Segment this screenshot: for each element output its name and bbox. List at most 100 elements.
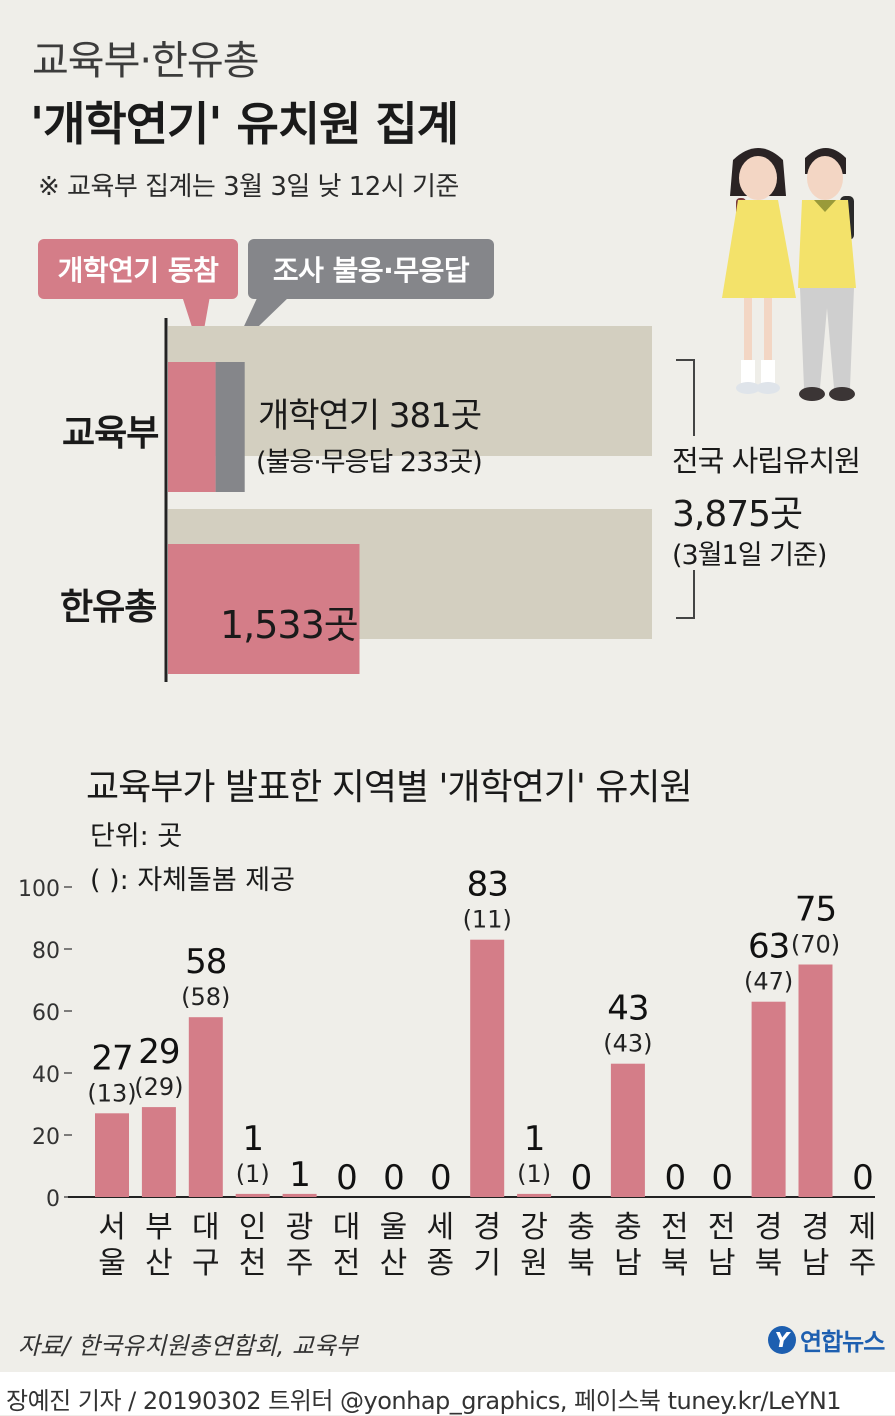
category-label-5: 대 [333, 1210, 361, 1245]
category-label-3: 인 [239, 1210, 267, 1245]
category-label-7: 종 [426, 1246, 454, 1281]
category-label-15: 경 [802, 1210, 830, 1245]
value-label-4: 1 [289, 1155, 310, 1195]
title-line1: 교육부·한유총 [32, 38, 260, 84]
category-label-5: 전 [333, 1246, 361, 1281]
total-bracket-bottom [676, 570, 695, 619]
bar-2 [188, 1017, 223, 1197]
category-label-4: 광 [286, 1210, 314, 1245]
paren-note: ( ): 자체돌봄 제공 [90, 865, 295, 896]
paren-label-0: (13) [87, 1079, 136, 1107]
paren-label-1: (29) [134, 1073, 183, 1101]
category-label-6: 울 [380, 1210, 408, 1245]
y-tick-label: 60 [32, 1001, 60, 1026]
category-label-7: 세 [426, 1210, 454, 1245]
category-label-1: 부 [145, 1210, 173, 1245]
yonhap-logo-text: 연합뉴스 [800, 1328, 885, 1356]
yonhap-logo-icon: Y [768, 1325, 796, 1354]
legend-delay-tag: 개학연기 동참 [38, 239, 238, 299]
paren-label-14: (47) [744, 968, 793, 996]
value-label-16: 0 [852, 1158, 873, 1198]
category-label-16: 주 [849, 1246, 877, 1281]
moe-delay-text: 개학연기 381곳 [258, 396, 482, 436]
value-label-3: 1 [242, 1119, 263, 1159]
category-label-1: 산 [145, 1246, 173, 1281]
yonhap-logo: Y 연합뉴스 [768, 1322, 885, 1357]
y-tick-label: 40 [32, 1063, 60, 1088]
category-label-12: 북 [661, 1246, 689, 1281]
category-label-0: 울 [98, 1246, 126, 1281]
moe-no-response-text: (불응·무응답 233곳) [256, 447, 483, 478]
category-label-14: 북 [755, 1246, 783, 1281]
value-label-5: 0 [336, 1158, 357, 1198]
paren-label-2: (58) [181, 983, 230, 1011]
value-label-15: 75 [795, 890, 836, 930]
paren-label-11: (43) [603, 1030, 652, 1058]
value-label-8: 83 [467, 865, 508, 905]
bar-9 [517, 1193, 552, 1197]
moe-delay-bar [168, 362, 216, 492]
paren-label-3: (1) [236, 1160, 270, 1188]
category-label-8: 기 [473, 1246, 501, 1281]
paren-label-15: (70) [791, 931, 840, 959]
category-label-9: 강 [520, 1210, 548, 1245]
bar-14 [751, 1001, 786, 1197]
bar-11 [610, 1063, 645, 1197]
value-label-0: 27 [91, 1038, 132, 1078]
value-label-9: 1 [524, 1119, 545, 1159]
total-bracket-top [676, 359, 695, 436]
bar-0 [95, 1113, 129, 1197]
region-bar-chart: 020406080100(13)27서울(29)29부산(58)58대구(1)1… [18, 865, 877, 1281]
paren-label-9: (1) [517, 1160, 551, 1188]
paren-label-8: (11) [463, 906, 512, 934]
category-label-13: 남 [708, 1246, 736, 1281]
bar-8 [470, 939, 505, 1197]
legend-no-response-tag: 조사 불응·무응답 [248, 239, 494, 299]
value-label-12: 0 [664, 1158, 685, 1198]
y-tick-label: 80 [32, 939, 60, 964]
basis-note: ※ 교육부 집계는 3월 3일 낮 12시 기준 [38, 172, 459, 202]
value-label-6: 0 [383, 1158, 404, 1198]
bar-3 [235, 1193, 270, 1197]
category-label-0: 서 [98, 1210, 126, 1245]
children-illustration [722, 148, 856, 401]
footer-band [0, 1372, 895, 1415]
kfa-bar [168, 544, 360, 674]
value-label-14: 63 [748, 927, 789, 967]
y-tick-label: 0 [46, 1187, 60, 1212]
total-date: (3월1일 기준) [672, 540, 827, 571]
value-label-11: 43 [607, 989, 648, 1029]
category-label-2: 대 [192, 1210, 220, 1245]
category-label-16: 제 [849, 1210, 877, 1245]
total-label: 전국 사립유치원 [672, 444, 861, 478]
y-tick-label: 20 [32, 1125, 60, 1150]
moe-no-response-bar [215, 362, 245, 492]
source-note: 자료/ 한국유치원총연합회, 교육부 [18, 1332, 359, 1360]
category-label-6: 산 [380, 1246, 408, 1281]
value-label-7: 0 [430, 1158, 451, 1198]
category-label-11: 남 [614, 1246, 642, 1281]
bar-1 [141, 1107, 176, 1197]
category-label-4: 주 [286, 1246, 314, 1281]
moe-row-label: 교육부 [62, 413, 159, 454]
total-value: 3,875곳 [672, 494, 803, 535]
y-tick-label: 100 [18, 877, 60, 902]
category-label-14: 경 [755, 1210, 783, 1245]
category-label-13: 전 [708, 1210, 736, 1245]
value-label-1: 29 [138, 1032, 179, 1072]
moe-total-bar [168, 326, 652, 456]
category-label-12: 전 [661, 1210, 689, 1245]
category-label-10: 북 [567, 1246, 595, 1281]
value-label-10: 0 [571, 1158, 592, 1198]
summary-graphic [164, 296, 695, 682]
kfa-row-label: 한유총 [60, 587, 157, 628]
bar-15 [798, 964, 833, 1197]
category-label-2: 구 [192, 1246, 220, 1281]
category-label-3: 천 [239, 1246, 267, 1281]
category-label-11: 충 [614, 1210, 642, 1245]
category-label-15: 남 [802, 1246, 830, 1281]
unit-label: 단위: 곳 [90, 821, 183, 852]
category-label-9: 원 [520, 1246, 548, 1281]
bar-4 [282, 1193, 317, 1197]
title-line2: '개학연기' 유치원 집계 [30, 97, 459, 151]
